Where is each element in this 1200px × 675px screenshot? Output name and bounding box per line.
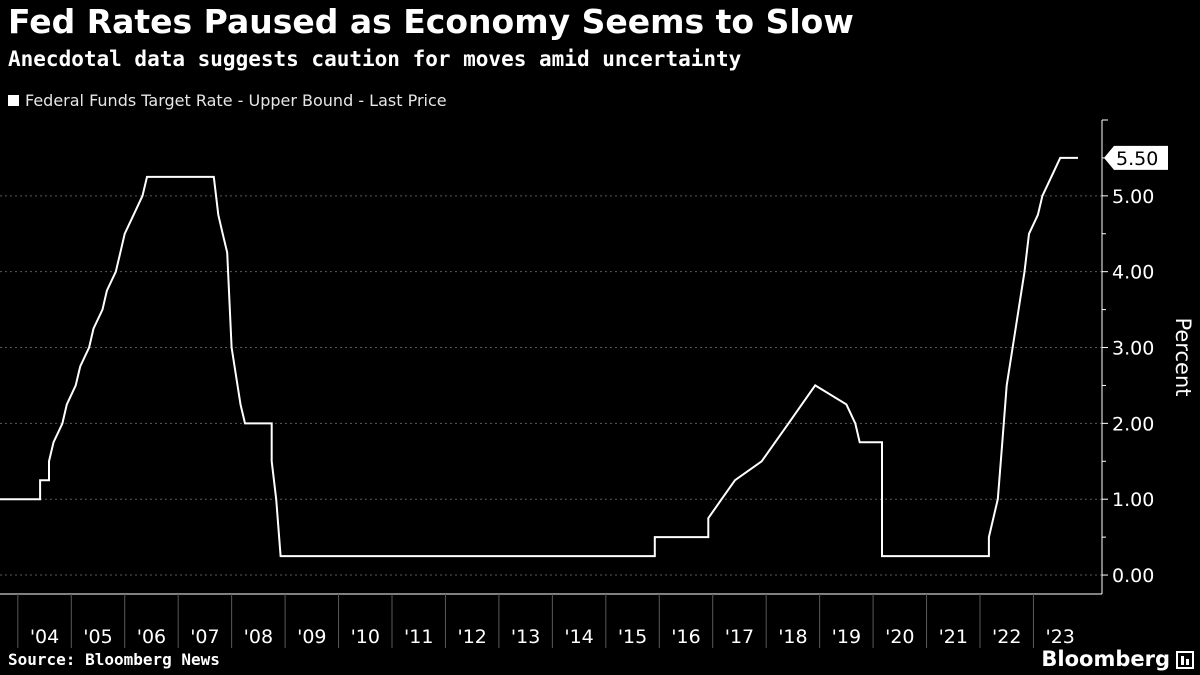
y-tick-label: 0.00 bbox=[1112, 565, 1154, 587]
x-tick-label: '23 bbox=[1045, 626, 1074, 648]
bloomberg-chart-icon bbox=[1176, 651, 1194, 669]
y-tick-label: 5.00 bbox=[1112, 186, 1154, 208]
legend-label: Federal Funds Target Rate - Upper Bound … bbox=[25, 91, 447, 110]
y-tick-label: 2.00 bbox=[1112, 413, 1154, 435]
chart-subtitle: Anecdotal data suggests caution for move… bbox=[8, 47, 742, 71]
y-tick-label: 4.00 bbox=[1112, 262, 1154, 284]
x-tick-label: '12 bbox=[457, 626, 486, 648]
x-tick-label: '04 bbox=[30, 626, 59, 648]
x-tick-label: '13 bbox=[511, 626, 540, 648]
x-tick-label: '19 bbox=[832, 626, 861, 648]
x-tick-label: '14 bbox=[564, 626, 593, 648]
legend: Federal Funds Target Rate - Upper Bound … bbox=[8, 91, 447, 110]
y-tick-label: 1.00 bbox=[1112, 489, 1154, 511]
x-tick-label: '17 bbox=[725, 626, 754, 648]
x-tick-label: '15 bbox=[618, 626, 647, 648]
x-tick-label: '18 bbox=[778, 626, 807, 648]
chart-title: Fed Rates Paused as Economy Seems to Slo… bbox=[8, 2, 854, 41]
x-tick-label: '21 bbox=[939, 626, 968, 648]
x-tick-label: '07 bbox=[190, 626, 219, 648]
x-tick-label: '16 bbox=[671, 626, 700, 648]
legend-swatch bbox=[8, 95, 19, 106]
x-tick-label: '08 bbox=[244, 626, 273, 648]
x-tick-label: '09 bbox=[297, 626, 326, 648]
last-value-label: 5.50 bbox=[1116, 148, 1158, 170]
x-tick-label: '06 bbox=[137, 626, 166, 648]
x-tick-label: '05 bbox=[83, 626, 112, 648]
x-tick-label: '20 bbox=[885, 626, 914, 648]
rate-series-line bbox=[0, 156, 1078, 558]
x-tick-label: '10 bbox=[351, 626, 380, 648]
source-note: Source: Bloomberg News bbox=[8, 650, 220, 669]
brand-logo: Bloomberg bbox=[1041, 647, 1170, 671]
y-axis-title: Percent bbox=[1171, 317, 1195, 396]
last-value-callout bbox=[1104, 145, 1168, 170]
x-tick-label: '22 bbox=[992, 626, 1021, 648]
y-tick-label: 3.00 bbox=[1112, 338, 1154, 360]
x-tick-label: '11 bbox=[404, 626, 433, 648]
